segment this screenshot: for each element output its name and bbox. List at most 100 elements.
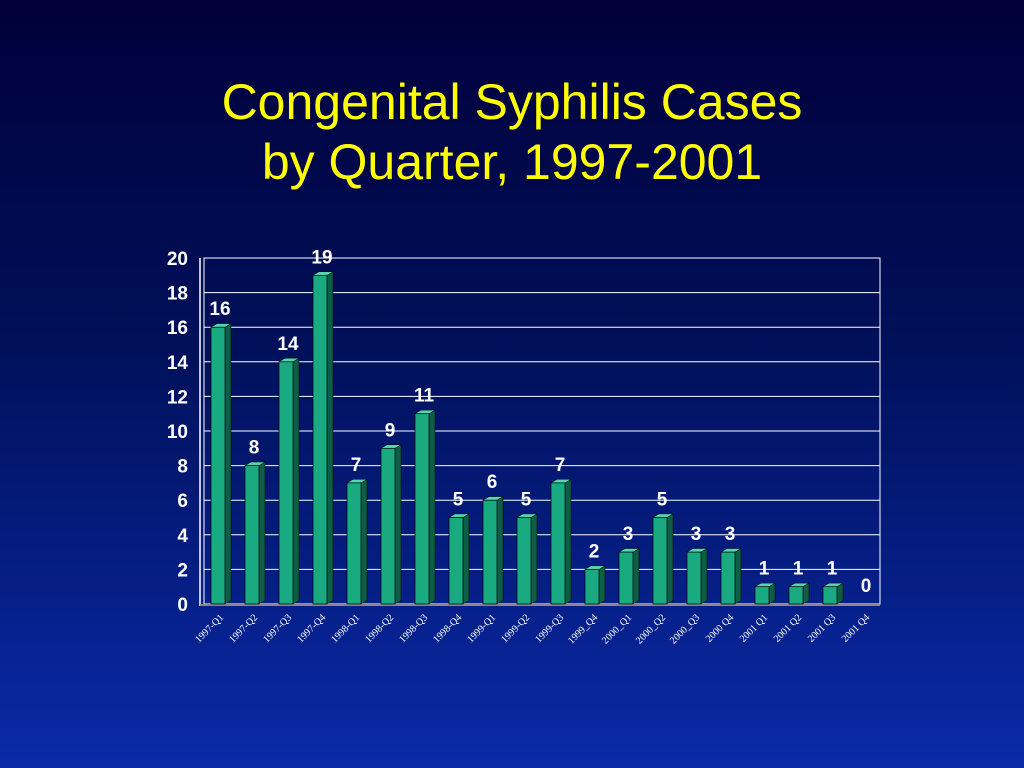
x-tick-label: 2001 Q3 xyxy=(806,612,838,644)
y-tick-label: 20 xyxy=(167,249,188,270)
bar-front xyxy=(414,413,430,605)
x-tick-label: 1999_Q4 xyxy=(566,612,600,646)
data-label: 9 xyxy=(385,420,396,441)
bar-side xyxy=(258,461,266,605)
bar xyxy=(584,565,606,605)
bar xyxy=(482,496,504,605)
slide-title: Congenital Syphilis Cases by Quarter, 19… xyxy=(0,72,1024,192)
x-tick-label: 2001 Q1 xyxy=(738,612,770,644)
title-line-2: by Quarter, 1997-2001 xyxy=(261,134,763,190)
x-tick-label: 1997-Q4 xyxy=(295,612,328,645)
data-label: 1 xyxy=(827,559,838,580)
bar-side xyxy=(360,478,368,605)
x-tick-label: 1999-Q2 xyxy=(499,612,532,645)
bar-front xyxy=(618,551,634,605)
data-label: 6 xyxy=(487,472,498,493)
data-label: 19 xyxy=(311,247,332,268)
bar-front xyxy=(788,586,804,605)
x-tick-label: 2000_Q1 xyxy=(600,612,634,646)
data-label: 3 xyxy=(623,524,634,545)
bar xyxy=(244,461,266,605)
data-label: 7 xyxy=(555,455,566,476)
y-tick-label: 12 xyxy=(167,387,188,408)
bar xyxy=(618,548,640,605)
y-tick-label: 14 xyxy=(167,353,189,374)
bar xyxy=(652,513,674,605)
x-tick-label: 1998-Q3 xyxy=(397,612,430,645)
x-tick-label: 2001 Q4 xyxy=(840,612,872,644)
bar xyxy=(788,582,810,605)
bar xyxy=(516,513,538,605)
x-tick-label: 1997-Q1 xyxy=(193,612,226,645)
bar xyxy=(720,548,742,605)
bar-front xyxy=(278,361,294,605)
bar-front xyxy=(652,517,668,605)
data-label: 5 xyxy=(453,490,464,511)
bar-side xyxy=(394,444,402,605)
data-label: 11 xyxy=(414,386,435,407)
data-label: 0 xyxy=(861,576,872,597)
data-label: 1 xyxy=(759,559,770,580)
y-tick-label: 18 xyxy=(167,284,188,305)
bar xyxy=(346,478,368,605)
data-label: 5 xyxy=(521,490,532,511)
data-label: 5 xyxy=(657,490,668,511)
x-tick-label: 2000 Q4 xyxy=(704,612,736,644)
x-tick-label: 1998-Q1 xyxy=(329,612,362,645)
bar xyxy=(550,478,572,605)
bar-side xyxy=(598,565,606,605)
x-tick-label: 1997-Q3 xyxy=(261,612,294,645)
x-axis-labels: 1997-Q1 1997-Q2 1997-Q3 1997-Q4 1998-Q1 1998-… xyxy=(193,612,872,646)
bar-front xyxy=(550,482,566,605)
bar-front xyxy=(210,326,226,605)
y-tick-label: 16 xyxy=(167,318,188,339)
title-line-1: Congenital Syphilis Cases xyxy=(221,74,803,130)
data-label: 8 xyxy=(249,438,260,459)
bar-front xyxy=(686,551,702,605)
bar-front xyxy=(482,499,498,605)
y-tick-label: 4 xyxy=(177,526,188,547)
gridlines xyxy=(203,257,881,605)
bar-front xyxy=(720,551,736,605)
x-tick-label: 1997-Q2 xyxy=(227,612,260,645)
bar-side xyxy=(666,513,674,605)
bar-side xyxy=(700,548,708,605)
bar-side xyxy=(564,478,572,605)
y-tick-label: 0 xyxy=(177,595,188,616)
bar xyxy=(754,582,776,605)
x-tick-label: 1999-Q3 xyxy=(533,612,566,645)
bar-front xyxy=(584,569,600,605)
bar-side xyxy=(496,496,504,605)
bar-side xyxy=(530,513,538,605)
data-label: 1 xyxy=(793,559,804,580)
x-tick-label: 2001 Q2 xyxy=(772,612,804,644)
bar-front xyxy=(822,586,838,605)
x-tick-label: 1998-Q4 xyxy=(431,612,464,645)
x-tick-label: 1998-Q2 xyxy=(363,612,396,645)
data-label: 3 xyxy=(725,524,736,545)
data-label: 3 xyxy=(691,524,702,545)
y-tick-label: 6 xyxy=(177,491,188,512)
bar xyxy=(822,582,844,605)
bar xyxy=(448,513,470,605)
data-label: 2 xyxy=(589,541,600,562)
bar-front xyxy=(346,482,362,605)
bar xyxy=(278,357,300,605)
data-label: 14 xyxy=(277,334,299,355)
x-tick-label: 1999-Q1 xyxy=(465,612,498,645)
bar xyxy=(312,271,334,605)
bar xyxy=(686,548,708,605)
y-tick-label: 10 xyxy=(167,422,188,443)
y-tick-label: 8 xyxy=(177,457,188,478)
x-tick-label: 2000_Q2 xyxy=(634,612,668,646)
data-label: 7 xyxy=(351,455,362,476)
bar-front xyxy=(754,586,770,605)
bar xyxy=(414,409,436,605)
data-label: 16 xyxy=(209,299,230,320)
bar xyxy=(380,444,402,605)
bar-front xyxy=(516,517,532,605)
bar-front xyxy=(448,517,464,605)
